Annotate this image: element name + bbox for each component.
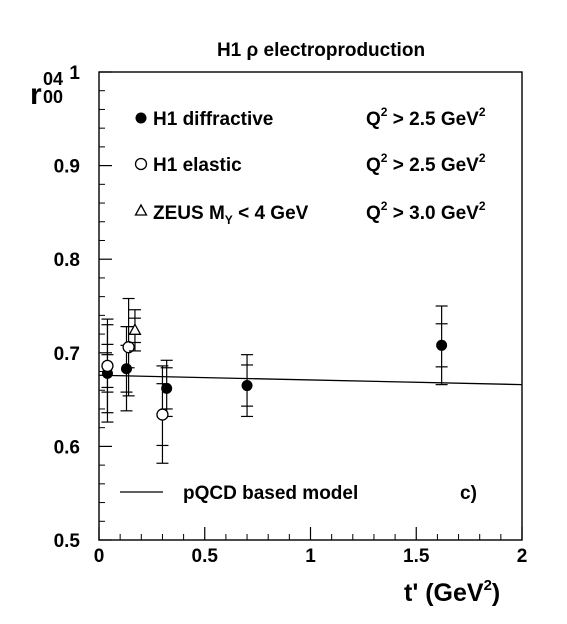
legend-label-zeus-suffix: < 4 GeV xyxy=(233,203,309,224)
x-tick-label: 0.5 xyxy=(192,546,219,567)
y-tick-label: 0.7 xyxy=(54,344,80,365)
y-tick-label: 1 xyxy=(69,63,80,84)
y-tick-label: 0.9 xyxy=(54,157,80,178)
chart-title: H1 ρ electroproduction xyxy=(217,40,425,61)
legend-label-h1-diffractive: H1 diffractive xyxy=(153,109,273,130)
data-point-open-circle xyxy=(122,297,135,397)
marker-open-circle xyxy=(122,341,135,354)
y-label-sub: 00 xyxy=(43,87,63,107)
y-tick-label: 0.5 xyxy=(54,531,81,552)
marker-filled-circle xyxy=(120,363,132,375)
legend-label-zeus: ZEUS MY < 4 GeV xyxy=(153,203,309,227)
marker-filled-circle xyxy=(161,382,173,394)
legend-label-model: pQCD based model xyxy=(183,483,358,504)
y-tick-label: 0.6 xyxy=(54,437,80,458)
data-point-open-circle xyxy=(156,365,169,464)
y-tick-label: 0.8 xyxy=(54,250,80,271)
data-point-open-triangle xyxy=(128,309,142,352)
legend-marker-h1-elastic xyxy=(134,157,148,171)
x-axis: 0 0.5 1 1.5 2 xyxy=(94,527,528,567)
condition-2: Q2 > 2.5 GeV2 xyxy=(366,151,486,176)
condition-3: Q2 > 3.0 GeV2 xyxy=(366,199,486,224)
legend-marker-zeus xyxy=(134,203,148,216)
marker-filled-circle xyxy=(436,339,448,351)
y-axis-label: r 00 04 xyxy=(30,69,63,111)
model-curve xyxy=(98,374,523,386)
legend-label-zeus-base: ZEUS M xyxy=(153,203,225,224)
legend-marker-h1-diffractive xyxy=(135,112,147,124)
data-marks xyxy=(101,297,448,464)
data-point-open-circle xyxy=(101,318,114,414)
marker-open-triangle xyxy=(128,322,142,335)
marker-open-circle xyxy=(101,359,114,373)
x-tick-label: 0 xyxy=(94,546,105,567)
marker-filled-circle xyxy=(241,380,253,392)
x-tick-label: 1.5 xyxy=(403,546,430,567)
plot-frame xyxy=(98,71,523,541)
condition-1: Q2 > 2.5 GeV2 xyxy=(366,105,486,130)
legend: H1 diffractive H1 elastic ZEUS MY < 4 Ge… xyxy=(120,105,486,504)
legend-label-h1-elastic: H1 elastic xyxy=(153,155,242,176)
y-label-sup: 04 xyxy=(43,69,63,89)
data-point-filled-circle xyxy=(160,359,173,418)
data-point-filled-circle xyxy=(241,354,254,418)
data-point-filled-circle xyxy=(120,325,133,412)
data-point-filled-circle xyxy=(435,305,448,386)
x-axis-label: t' (GeV2) xyxy=(404,577,500,607)
legend-label-zeus-sub: Y xyxy=(225,213,233,227)
y-label-base: r xyxy=(30,78,42,111)
panel-label: c) xyxy=(460,483,477,504)
y-axis: 0.5 0.6 0.7 0.8 0.9 1 xyxy=(54,63,112,552)
marker-open-circle xyxy=(156,408,169,421)
x-tick-label: 2 xyxy=(517,546,528,567)
x-tick-label: 1 xyxy=(305,546,316,567)
